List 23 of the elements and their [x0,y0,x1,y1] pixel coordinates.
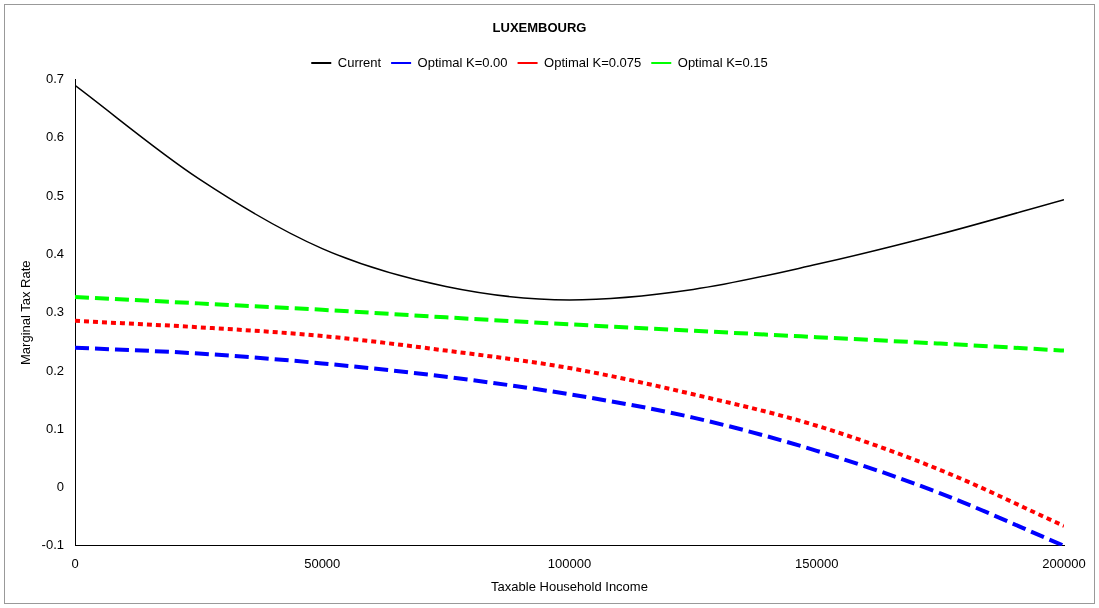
x-axis-title: Taxable Household Income [491,578,648,594]
y-tick-label: 0.6 [45,129,64,145]
y-tick-label: 0.2 [45,362,64,378]
y-tick-label: -0.1 [41,537,64,553]
y-tick-label: 0.5 [45,187,64,203]
y-tick-label: 0 [56,479,64,495]
legend-label: Optimal K=0.00 [417,54,508,70]
y-axis-title: Marginal Tax Rate [18,260,34,365]
legend-label: Current [337,54,382,70]
x-tick-label: 50000 [304,556,341,572]
x-tick-label: 200000 [1042,556,1086,572]
y-tick-label: 0.3 [45,304,64,320]
y-tick-label: 0.4 [45,246,64,261]
x-tick-label: 0 [71,556,79,572]
y-tick-label: 0.7 [45,71,64,87]
x-tick-label: 150000 [795,556,839,572]
legend-label: Optimal K=0.15 [677,54,768,70]
y-tick-label: 0.1 [45,420,64,436]
x-tick-label: 100000 [547,556,592,572]
line-series [75,318,1064,528]
chart-title: LUXEMBOURG [492,20,587,36]
line-series [75,294,1064,353]
legend-label: Optimal K=0.075 [544,54,642,70]
